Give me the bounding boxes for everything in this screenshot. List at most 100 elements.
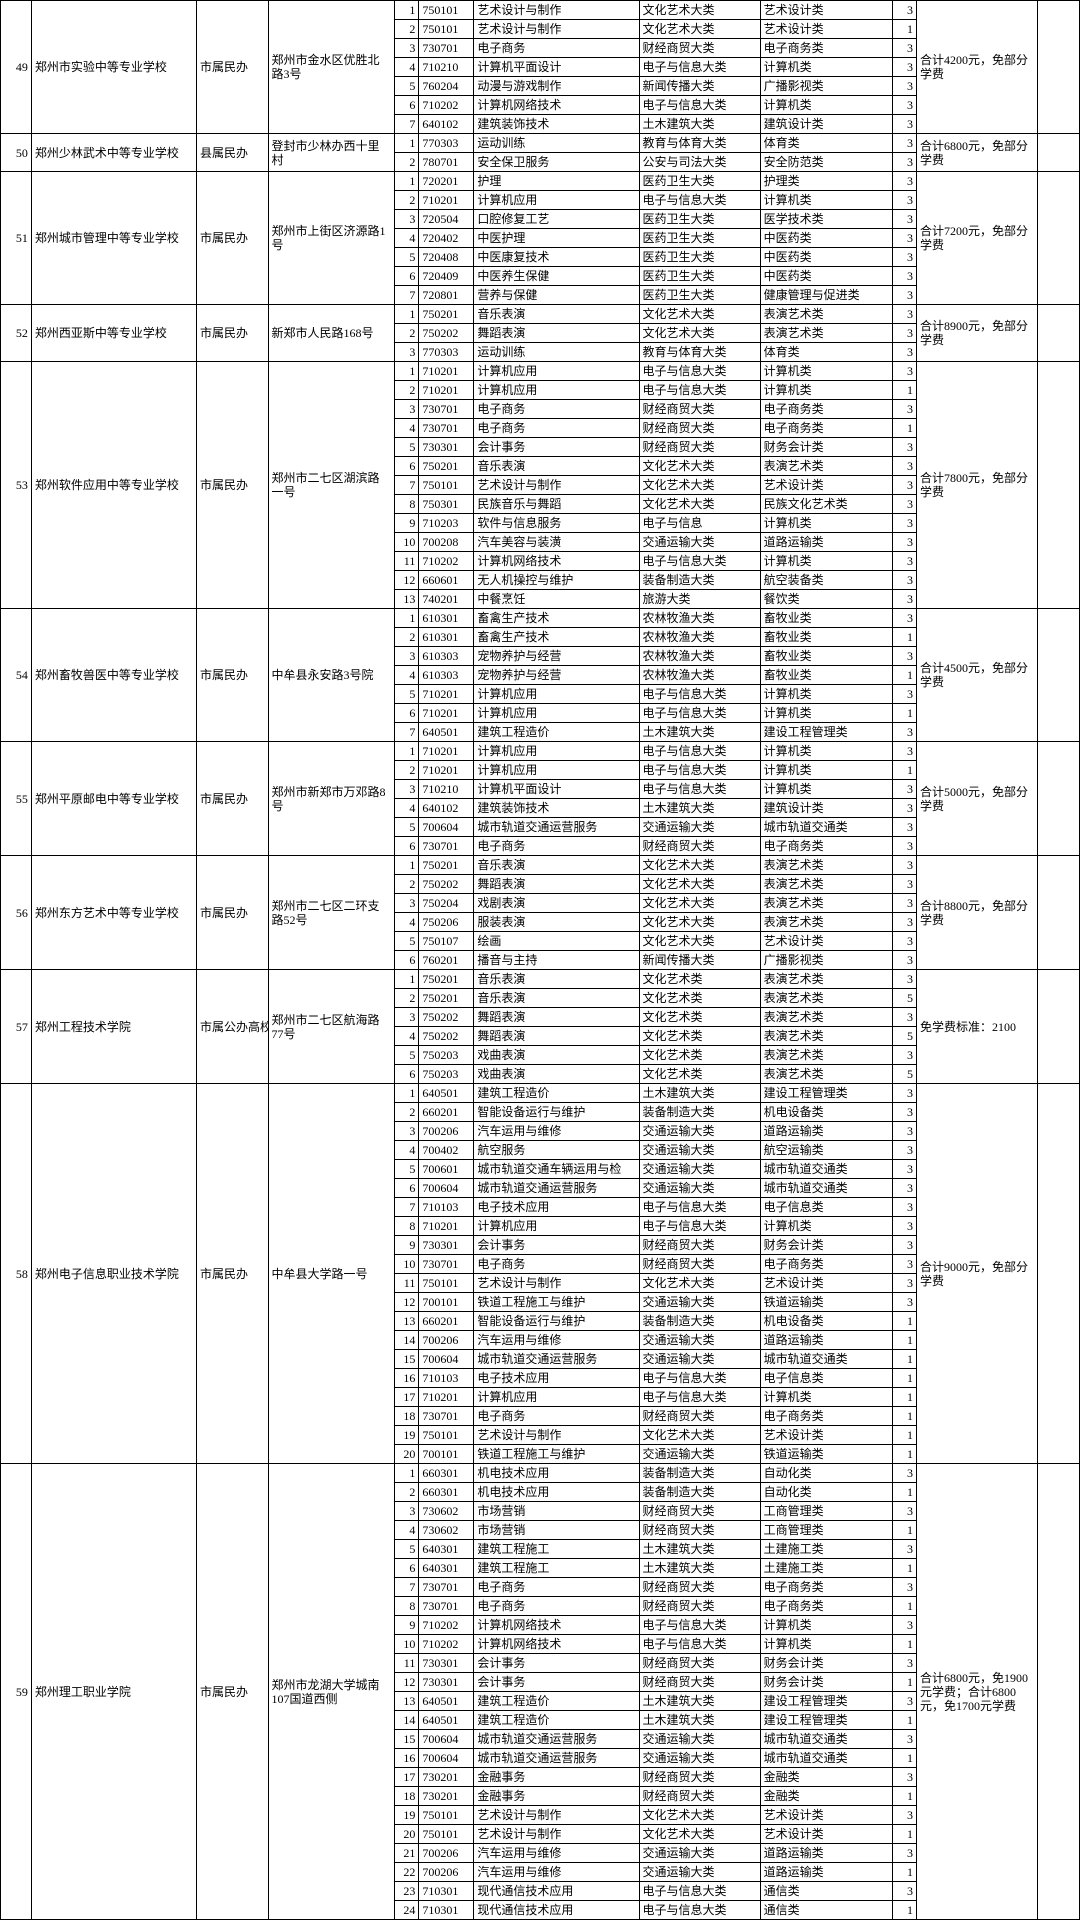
major-code: 760201: [419, 951, 474, 970]
padding-cell: [1038, 970, 1080, 1084]
major-subcategory: 电子商务类: [760, 837, 892, 856]
major-name: 建筑工程造价: [474, 1084, 639, 1103]
major-subcategory: 表演艺术类: [760, 1008, 892, 1027]
major-seq: 2: [395, 1103, 419, 1122]
major-name: 无人机操控与维护: [474, 571, 639, 590]
major-seq: 5: [395, 77, 419, 96]
major-code: 700206: [419, 1844, 474, 1863]
major-code: 610303: [419, 666, 474, 685]
major-subcategory: 机电设备类: [760, 1312, 892, 1331]
school-address: 登封市少林办西十里村: [268, 134, 395, 172]
major-seq: 6: [395, 1065, 419, 1084]
major-code: 700604: [419, 818, 474, 837]
major-code: 700101: [419, 1445, 474, 1464]
major-category: 电子与信息大类: [639, 1217, 760, 1236]
major-years: 1: [892, 1407, 916, 1426]
major-seq: 2: [395, 1483, 419, 1502]
major-name: 建筑工程施工: [474, 1559, 639, 1578]
major-code: 700206: [419, 1331, 474, 1350]
major-category: 农林牧渔大类: [639, 647, 760, 666]
major-category: 文化艺术类: [639, 1046, 760, 1065]
school-type: 市属民办: [196, 172, 268, 305]
school-type: 市属民办: [196, 1464, 268, 1920]
major-category: 医药卫生大类: [639, 210, 760, 229]
major-years: 3: [892, 970, 916, 989]
major-name: 艺术设计与制作: [474, 1426, 639, 1445]
major-subcategory: 建设工程管理类: [760, 1692, 892, 1711]
major-name: 电子商务: [474, 39, 639, 58]
major-seq: 24: [395, 1901, 419, 1920]
major-years: 3: [892, 1806, 916, 1825]
major-name: 计算机应用: [474, 191, 639, 210]
major-subcategory: 民族文化艺术类: [760, 495, 892, 514]
major-subcategory: 通信类: [760, 1882, 892, 1901]
major-seq: 3: [395, 647, 419, 666]
major-seq: 3: [395, 343, 419, 362]
major-code: 720504: [419, 210, 474, 229]
major-years: 3: [892, 495, 916, 514]
major-years: 5: [892, 1027, 916, 1046]
major-subcategory: 计算机类: [760, 685, 892, 704]
major-name: 智能设备运行与维护: [474, 1103, 639, 1122]
major-code: 710201: [419, 1388, 474, 1407]
major-seq: 6: [395, 1559, 419, 1578]
major-category: 交通运输大类: [639, 1445, 760, 1464]
major-years: 3: [892, 1464, 916, 1483]
major-name: 会计事务: [474, 1673, 639, 1692]
school-type: 市属民办: [196, 856, 268, 970]
major-code: 750101: [419, 476, 474, 495]
major-seq: 1: [395, 856, 419, 875]
major-name: 计算机应用: [474, 1388, 639, 1407]
padding-cell: [1038, 134, 1080, 172]
major-code: 750107: [419, 932, 474, 951]
major-code: 640301: [419, 1559, 474, 1578]
major-name: 畜禽生产技术: [474, 628, 639, 647]
major-years: 3: [892, 837, 916, 856]
major-years: 3: [892, 571, 916, 590]
major-category: 财经商贸大类: [639, 1236, 760, 1255]
major-code: 710201: [419, 191, 474, 210]
major-seq: 4: [395, 419, 419, 438]
major-name: 运动训练: [474, 343, 639, 362]
major-code: 700402: [419, 1141, 474, 1160]
table-row: 49郑州市实验中等专业学校市属民办郑州市金水区优胜北路3号1750101艺术设计…: [1, 1, 1080, 20]
major-subcategory: 艺术设计类: [760, 1426, 892, 1445]
major-category: 交通运输大类: [639, 1122, 760, 1141]
major-name: 金融事务: [474, 1787, 639, 1806]
major-category: 财经商贸大类: [639, 1502, 760, 1521]
major-code: 750203: [419, 1065, 474, 1084]
major-years: 3: [892, 723, 916, 742]
major-seq: 3: [395, 894, 419, 913]
major-code: 710202: [419, 1616, 474, 1635]
major-code: 700208: [419, 533, 474, 552]
major-years: 3: [892, 894, 916, 913]
major-seq: 22: [395, 1863, 419, 1882]
major-subcategory: 财务会计类: [760, 438, 892, 457]
major-subcategory: 财务会计类: [760, 1673, 892, 1692]
major-seq: 2: [395, 191, 419, 210]
major-seq: 1: [395, 742, 419, 761]
major-seq: 5: [395, 248, 419, 267]
school-index: 52: [1, 305, 32, 362]
major-code: 730701: [419, 1597, 474, 1616]
major-name: 计算机应用: [474, 742, 639, 761]
major-category: 文化艺术大类: [639, 894, 760, 913]
major-name: 建筑装饰技术: [474, 799, 639, 818]
major-name: 计算机应用: [474, 685, 639, 704]
major-code: 640102: [419, 115, 474, 134]
major-subcategory: 计算机类: [760, 742, 892, 761]
major-seq: 2: [395, 153, 419, 172]
major-code: 720409: [419, 267, 474, 286]
major-category: 电子与信息大类: [639, 704, 760, 723]
school-fee: 合计4500元，免部分学费: [916, 609, 1037, 742]
major-category: 文化艺术大类: [639, 1426, 760, 1445]
school-major-table: 49郑州市实验中等专业学校市属民办郑州市金水区优胜北路3号1750101艺术设计…: [0, 0, 1080, 1920]
major-subcategory: 城市轨道交通类: [760, 1749, 892, 1768]
major-code: 730701: [419, 1578, 474, 1597]
major-years: 3: [892, 1122, 916, 1141]
major-name: 护理: [474, 172, 639, 191]
school-index: 56: [1, 856, 32, 970]
major-name: 戏剧表演: [474, 894, 639, 913]
major-name: 航空服务: [474, 1141, 639, 1160]
major-subcategory: 畜牧业类: [760, 666, 892, 685]
